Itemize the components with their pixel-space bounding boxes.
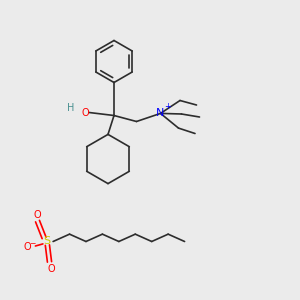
Text: O: O: [47, 263, 55, 274]
Text: O: O: [23, 242, 31, 253]
Text: N: N: [156, 108, 165, 118]
Text: S: S: [43, 236, 50, 247]
Text: +: +: [164, 102, 170, 111]
Text: H: H: [67, 103, 74, 113]
Text: O: O: [82, 107, 89, 118]
Text: −: −: [29, 239, 36, 248]
Text: O: O: [34, 209, 41, 220]
